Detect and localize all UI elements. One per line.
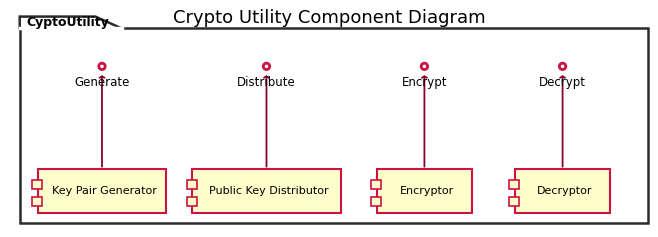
Text: Key Pair Generator: Key Pair Generator <box>52 186 157 196</box>
Circle shape <box>421 63 428 70</box>
Text: Generate: Generate <box>74 76 130 89</box>
Bar <box>32 196 42 205</box>
Bar <box>187 180 197 189</box>
Bar <box>187 196 197 205</box>
Bar <box>376 169 472 213</box>
Circle shape <box>559 63 566 70</box>
Bar <box>193 169 341 213</box>
Text: Distribute: Distribute <box>237 76 296 89</box>
Circle shape <box>263 63 270 70</box>
Text: Public Key Distributor: Public Key Distributor <box>209 186 329 196</box>
Bar <box>371 196 381 205</box>
Bar <box>20 28 648 223</box>
Text: Decryptor: Decryptor <box>538 186 593 196</box>
Bar <box>515 169 611 213</box>
Bar <box>509 180 519 189</box>
Bar <box>371 180 381 189</box>
Bar <box>509 196 519 205</box>
Text: CyptoUtility: CyptoUtility <box>26 16 109 29</box>
Polygon shape <box>20 17 122 28</box>
Text: Encryptor: Encryptor <box>400 186 454 196</box>
Bar <box>38 169 166 213</box>
Circle shape <box>99 63 105 70</box>
Text: Decrypt: Decrypt <box>539 76 586 89</box>
Text: Encrypt: Encrypt <box>401 76 447 89</box>
Text: Crypto Utility Component Diagram: Crypto Utility Component Diagram <box>172 9 486 27</box>
Bar <box>32 180 42 189</box>
